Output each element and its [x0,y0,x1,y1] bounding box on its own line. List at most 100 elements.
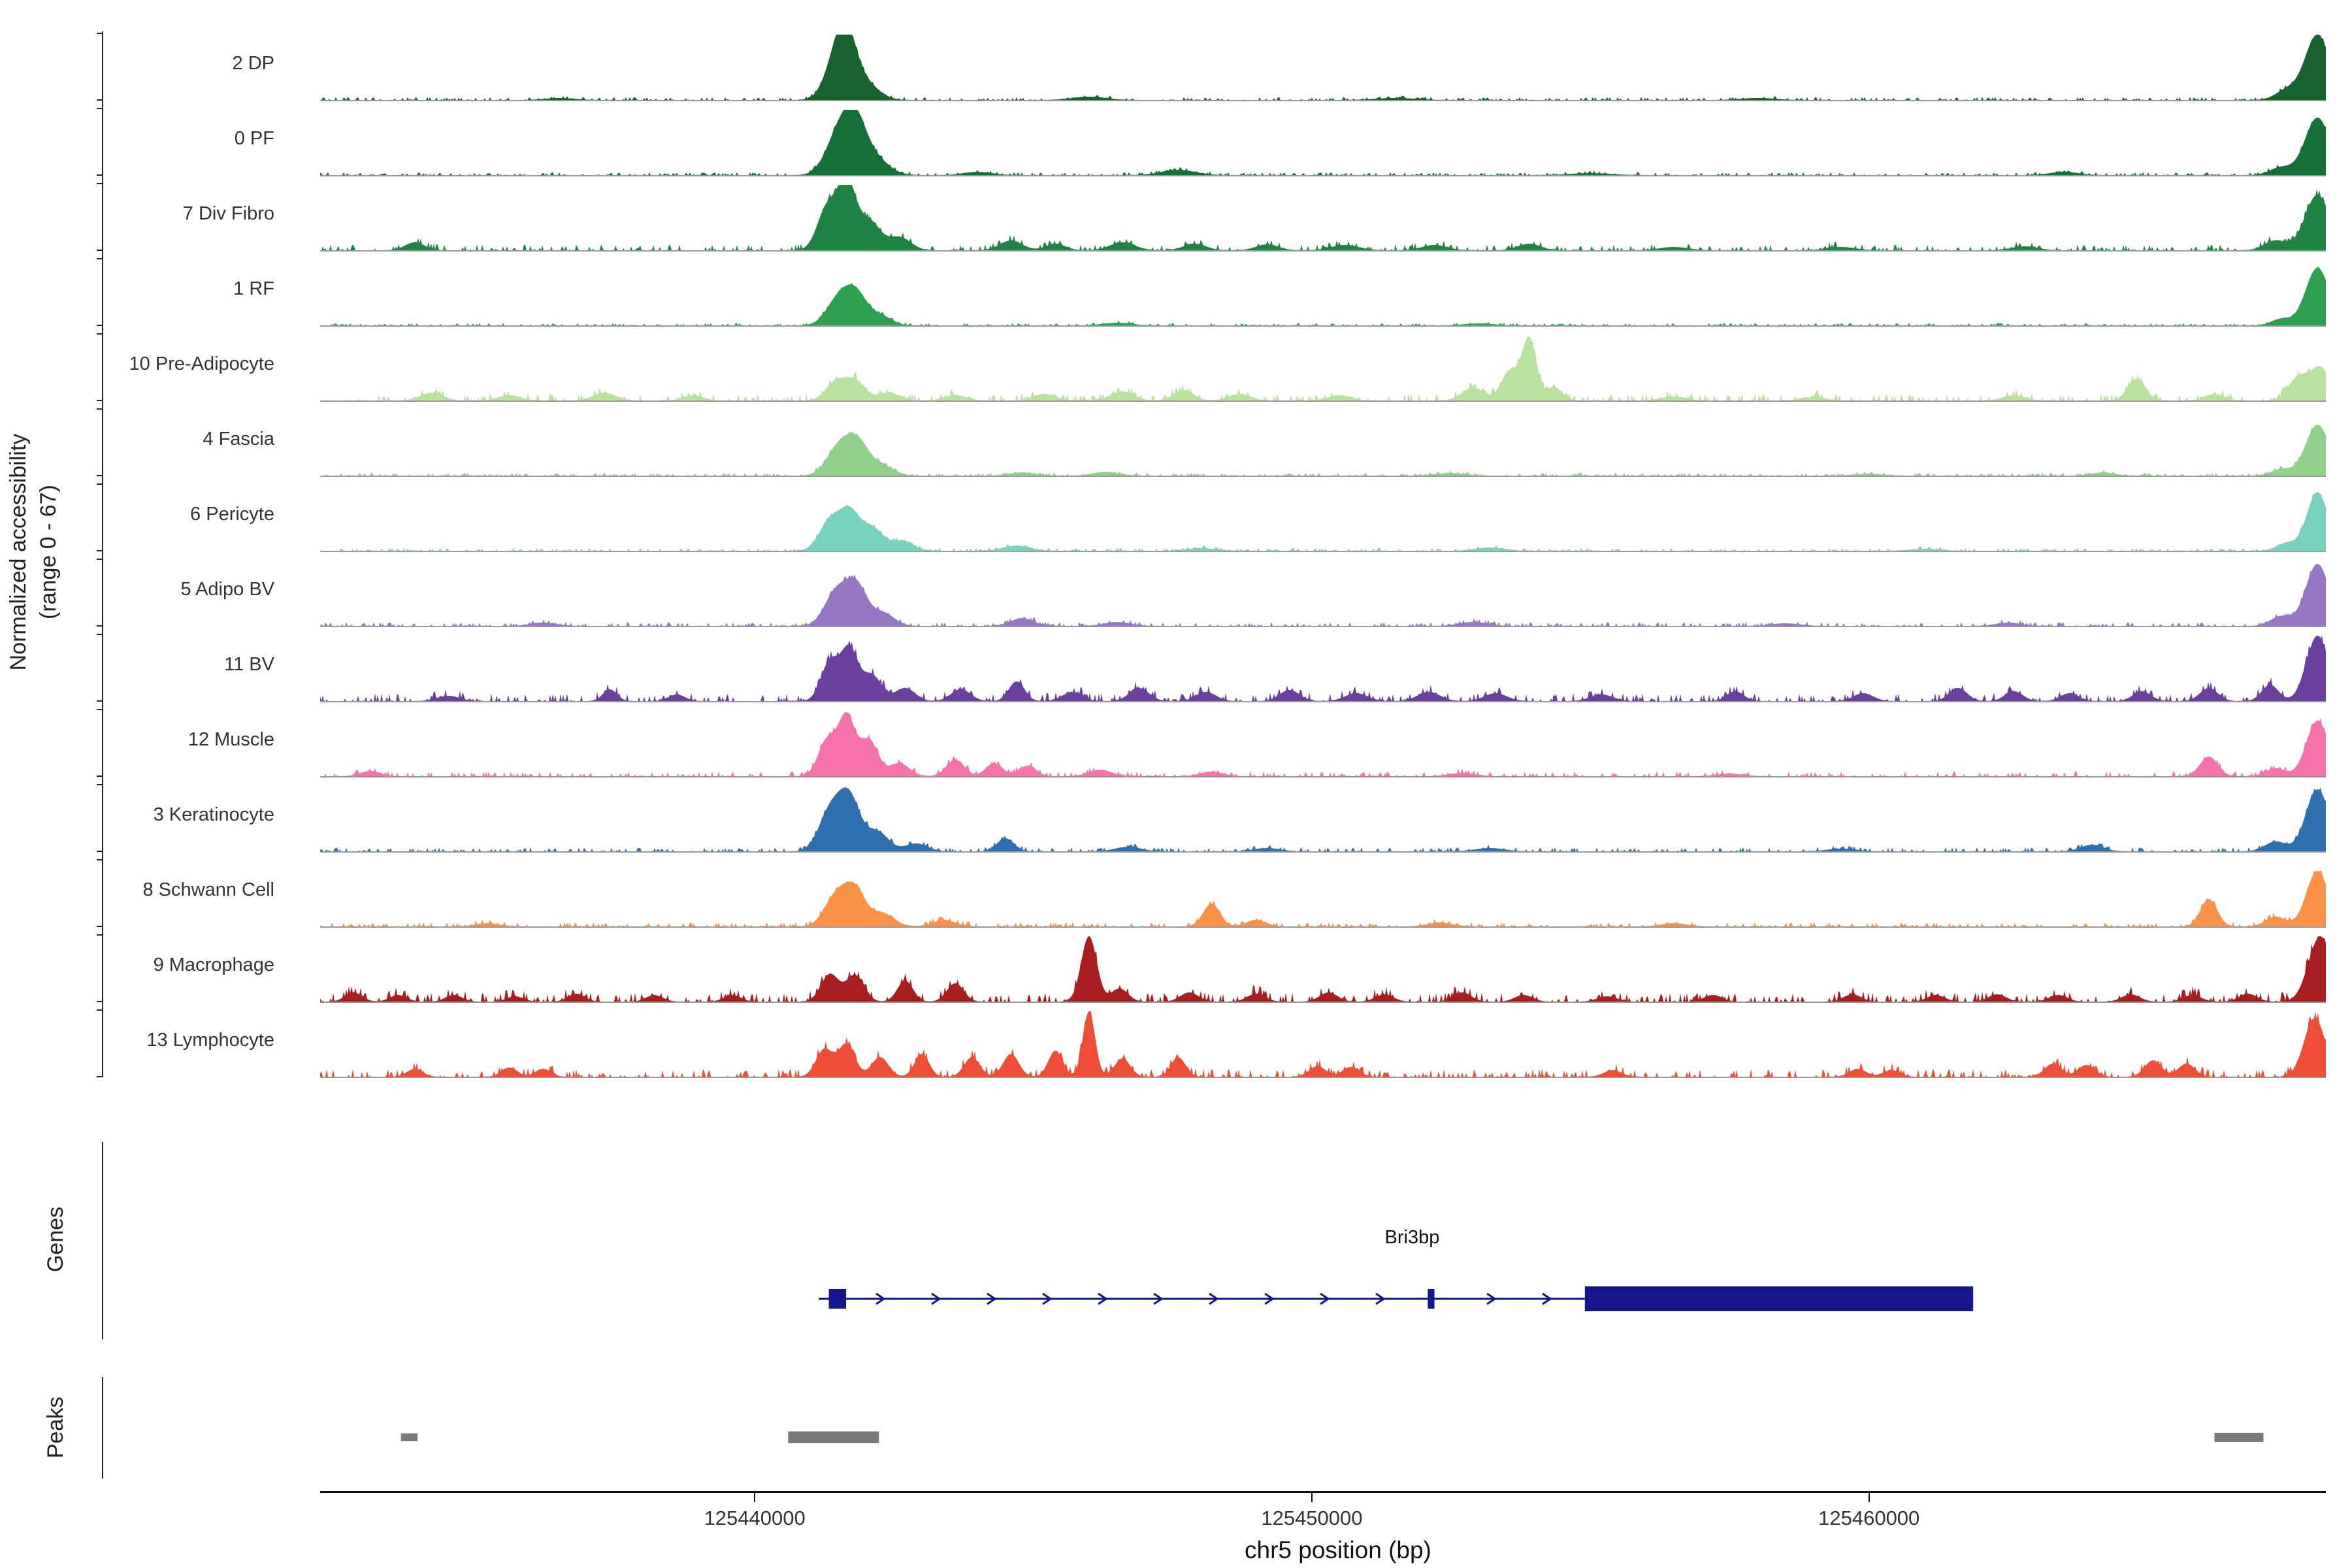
track-signal [320,267,2326,327]
y-axis-tick [97,1001,103,1002]
y-axis-tick [97,634,103,635]
gene-strand-arrow [1542,1292,1552,1305]
track-signal [320,636,2326,702]
gene-strand-arrow [1153,1292,1164,1305]
track-signal [320,336,2326,402]
gene-strand-arrow [1042,1292,1053,1305]
y-axis-tick [97,483,103,485]
track-label: 1 RF [233,278,274,299]
track-signal [320,185,2326,252]
peak-interval [2214,1433,2264,1442]
genes-axis-line [102,1142,103,1339]
x-axis-title: chr5 position (bp) [1245,1537,1431,1563]
track-row-1-rf: 1 RF [0,252,2352,327]
track-label: 11 BV [224,654,274,675]
track-row-2-dp: 2 DP [0,26,2352,101]
y-axis-tick [97,33,103,34]
track-row-13-lymphocyte: 13 Lymphocyte [0,1003,2352,1078]
y-axis-tick [97,99,103,101]
track-label: 12 Muscle [188,729,274,750]
x-axis-tick [1311,1493,1313,1502]
track-label: 10 Pre-Adipocyte [129,353,274,374]
y-axis-tick [97,859,103,860]
track-signal [320,936,2326,1003]
gene-strand-arrow [1320,1292,1330,1305]
track-signal [320,35,2326,101]
y-axis-tick [97,851,103,852]
track-label: 7 Div Fibro [182,203,274,224]
peak-interval [788,1431,879,1443]
x-axis-line [320,1491,2326,1493]
y-axis-tick [97,325,103,326]
x-axis-tick-label: 125460000 [1818,1507,1920,1529]
gene-name-label: Bri3bp [1385,1227,1440,1248]
track-signal [320,425,2326,477]
tracks-y-axis-line [102,31,103,1077]
track-signal [320,787,2326,853]
x-axis-tick-label: 125440000 [704,1507,806,1529]
y-axis-tick [97,400,103,401]
gene-strand-arrow [931,1292,941,1305]
y-axis-tick [97,183,103,184]
peaks-panel [400,1431,2264,1443]
track-label: 5 Adipo BV [180,579,275,600]
gene-model-panel: Bri3bp [819,1227,1974,1311]
y-axis-tick [97,1076,103,1077]
gene-strand-arrow [1098,1292,1108,1305]
x-axis-tick [754,1493,756,1502]
y-axis-tick [97,926,103,927]
track-row-12-muscle: 12 Muscle [0,702,2352,777]
track-row-7-div-fibro: 7 Div Fibro [0,176,2352,252]
y-axis-tick [97,408,103,410]
track-label: 9 Macrophage [153,955,274,975]
track-row-4-fascia: 4 Fascia [0,402,2352,477]
tracks-panel: 2 DP 0 PF 7 Div Fibro 1 RF 10 Pre-Adipocyte 4… [0,26,2352,1078]
peak-interval [400,1433,418,1441]
y-axis-tick [97,550,103,551]
peaks-section-label: Peaks [43,1396,69,1459]
y-axis-tick [97,475,103,476]
y-axis-tick [97,333,103,335]
track-row-8-schwann-cell: 8 Schwann Cell [0,853,2352,928]
y-axis-tick [97,174,103,176]
y-axis-tick [97,934,103,936]
track-signal [320,564,2326,627]
y-axis-tick [97,1009,103,1011]
y-axis-tick [97,559,103,560]
gene-exon-wide [1584,1286,1974,1311]
track-label: 8 Schwann Cell [142,879,275,900]
gene-strand-arrow [1209,1292,1219,1305]
y-axis-tick [97,108,103,109]
y-axis-tick [97,700,103,702]
track-row-6-pericyte: 6 Pericyte [0,477,2352,552]
track-row-9-macrophage: 9 Macrophage [0,928,2352,1003]
track-row-0-pf: 0 PF [0,101,2352,176]
gene-strand-arrow [1375,1292,1386,1305]
gene-exon [1428,1289,1435,1309]
track-label: 0 PF [234,128,274,149]
y-axis-tick [97,625,103,627]
track-signal [320,492,2326,552]
peaks-axis-line [102,1377,103,1478]
x-axis-tick-label: 125450000 [1261,1507,1363,1529]
track-row-3-keratinocyte: 3 Keratinocyte [0,777,2352,853]
track-row-10-pre-adipocyte: 10 Pre-Adipocyte [0,327,2352,402]
x-axis-tick [1868,1493,1870,1502]
track-label: 6 Pericyte [190,504,274,525]
gene-exon [828,1289,847,1309]
gene-strand-arrow [1264,1292,1275,1305]
track-signal [320,870,2326,928]
y-axis-tick [97,784,103,785]
track-row-11-bv: 11 BV [0,627,2352,702]
y-axis-tick [97,709,103,710]
y-axis-tick [97,250,103,251]
track-signal [320,712,2326,777]
track-label: 3 Keratinocyte [153,804,274,825]
track-label: 4 Fascia [203,429,274,449]
genes-section-label: Genes [43,1206,69,1273]
y-axis-tick [97,776,103,777]
track-row-5-adipo-bv: 5 Adipo BV [0,552,2352,627]
track-label: 2 DP [232,53,274,74]
gene-strand-arrow [987,1292,997,1305]
